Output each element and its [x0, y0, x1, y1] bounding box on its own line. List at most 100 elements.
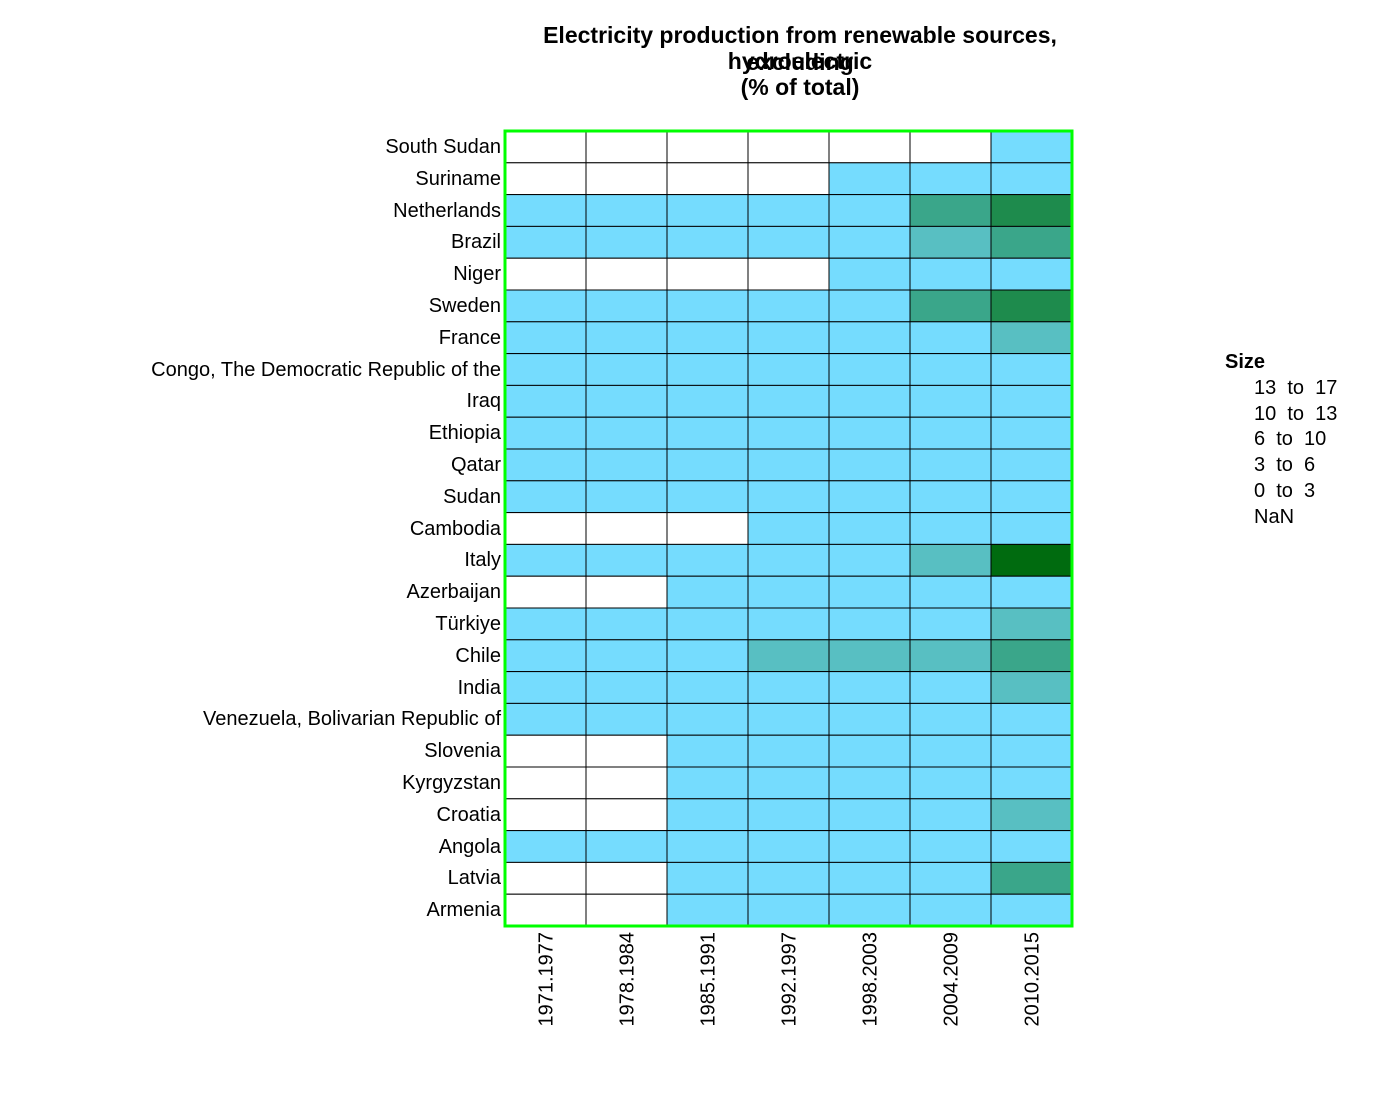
heatmap-cell — [504, 194, 587, 227]
heatmap-cell — [585, 543, 668, 577]
column-tick-label: 2010.2015 — [1022, 932, 1044, 1027]
heatmap-cell — [747, 448, 830, 482]
heatmap-cell — [990, 416, 1073, 450]
heatmap-cell — [909, 130, 992, 164]
heatmap-cell — [747, 130, 830, 164]
heatmap-cell — [666, 321, 749, 355]
heatmap-cell — [504, 289, 587, 323]
heatmap-cell — [990, 384, 1073, 418]
chart-title-line-3: (% of total) — [740, 74, 860, 100]
heatmap-cell — [585, 194, 668, 227]
heatmap-cell — [585, 162, 668, 196]
heatmap-cell — [747, 416, 830, 450]
heatmap-cell — [504, 861, 587, 895]
heatmap-cell — [585, 289, 668, 323]
heatmap-cell — [747, 893, 830, 927]
heatmap-cell — [585, 639, 668, 673]
heatmap-cell — [990, 194, 1073, 227]
heatmap-cell — [909, 575, 992, 609]
legend-entry: 10 to 13 — [1254, 402, 1338, 425]
heatmap-cell — [666, 480, 749, 514]
heatmap-cell — [747, 734, 830, 768]
heatmap-cell — [504, 639, 587, 673]
heatmap-cell — [990, 639, 1073, 673]
chart-title-line-2: hydroelectric — [727, 48, 873, 74]
heatmap-cell — [828, 289, 911, 323]
heatmap-cell — [504, 384, 587, 418]
heatmap-cell — [909, 289, 992, 323]
column-tick-label: 1978.1984 — [617, 932, 639, 1027]
heatmap-cell — [909, 702, 992, 736]
heatmap-cell — [666, 575, 749, 609]
heatmap-cell — [990, 289, 1073, 323]
heatmap-cell — [504, 893, 587, 927]
row-tick-label: Kyrgyzstan — [402, 772, 501, 794]
heatmap-cell — [909, 512, 992, 545]
heatmap-cell — [504, 766, 587, 800]
heatmap-cell — [747, 766, 830, 800]
heatmap-cell — [828, 798, 911, 832]
heatmap-cell — [990, 448, 1073, 482]
row-tick-label: Cambodia — [409, 517, 501, 540]
heatmap-cell — [666, 130, 749, 164]
heatmap-cell — [990, 480, 1073, 514]
heatmap-cell — [666, 861, 749, 895]
heatmap-cell — [747, 384, 830, 418]
legend-entry: 3 to 6 — [1254, 454, 1316, 477]
heatmap-cell — [585, 321, 668, 355]
heatmap-cell — [828, 321, 911, 355]
heatmap-cell — [666, 194, 749, 227]
legend-entry: 6 to 10 — [1254, 428, 1327, 451]
heatmap-cell — [828, 607, 911, 641]
row-tick-label: Slovenia — [424, 740, 501, 763]
heatmap-cell — [828, 353, 911, 386]
heatmap-cell — [666, 702, 749, 736]
column-tick-label: 2004.2009 — [941, 932, 963, 1027]
legend-entry: 13 to 17 — [1254, 377, 1338, 399]
heatmap-cell — [747, 257, 830, 291]
heatmap-cell — [666, 639, 749, 673]
heatmap-cell — [504, 448, 587, 482]
heatmap-cell — [585, 480, 668, 514]
heatmap-cell — [990, 257, 1073, 291]
heatmap-cell — [504, 225, 587, 259]
heatmap-cell — [666, 543, 749, 577]
heatmap-cell — [585, 416, 668, 450]
heatmap-cell — [828, 575, 911, 609]
heatmap-cell — [504, 671, 587, 704]
heatmap-cell — [909, 766, 992, 800]
heatmap-cell — [585, 575, 668, 609]
heatmap-cell — [585, 861, 668, 895]
heatmap-cell — [585, 893, 668, 927]
heatmap-cell — [585, 607, 668, 641]
heatmap-cell — [666, 384, 749, 418]
heatmap-cell — [990, 671, 1073, 704]
heatmap-cell — [747, 480, 830, 514]
heatmap-cell — [990, 321, 1073, 355]
row-tick-label: Italy — [464, 549, 501, 572]
heatmap-cell — [666, 893, 749, 927]
heatmap-cell — [909, 384, 992, 418]
heatmap-cell — [747, 861, 830, 895]
heatmap-cell — [504, 798, 587, 832]
heatmap-cell — [666, 162, 749, 196]
heatmap-cell — [504, 416, 587, 450]
heatmap-cell — [828, 130, 911, 164]
plot-frame — [503, 129, 1074, 928]
row-tick-label: India — [457, 676, 501, 699]
heatmap-cell — [585, 353, 668, 386]
heatmap-cell — [504, 575, 587, 609]
heatmap-cell — [828, 702, 911, 736]
row-tick-label: Latvia — [447, 867, 501, 890]
row-tick-label: Niger — [453, 263, 501, 286]
legend-entry: NaN — [1254, 505, 1295, 528]
heatmap-cell — [666, 734, 749, 768]
heatmap-cell — [909, 893, 992, 927]
heatmap-cell — [585, 830, 668, 863]
column-tick-label: 1998.2003 — [860, 932, 882, 1027]
heatmap-cell — [666, 416, 749, 450]
heatmap-cell — [504, 830, 587, 863]
heatmap-cell — [666, 671, 749, 704]
heatmap-cell — [585, 130, 668, 164]
